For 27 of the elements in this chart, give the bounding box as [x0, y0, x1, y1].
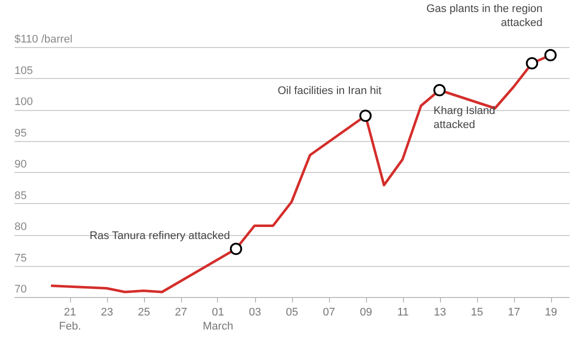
- annotation: Oil facilities in Iran hit: [278, 84, 382, 97]
- x-tick-label: 11: [397, 306, 409, 318]
- x-tick-label: 23: [100, 306, 114, 318]
- annotation: Ras Tanura refinery attacked: [90, 230, 230, 242]
- y-tick-label: 70: [14, 284, 27, 296]
- annotation: Gas plants in the region attacked: [426, 3, 542, 30]
- x-tick-label: 07: [322, 306, 336, 318]
- x-tick-label: 09: [360, 306, 372, 318]
- x-tick-label: 05: [286, 306, 298, 318]
- x-tick-label: 27: [174, 306, 188, 318]
- x-tick-label: 13: [434, 306, 446, 318]
- annotation: Kharg Island attacked: [434, 105, 496, 132]
- y-tick-label: 80: [14, 221, 27, 233]
- x-tick-label: 01 March: [202, 306, 234, 332]
- x-tick-label: 19: [544, 306, 558, 318]
- x-tick-label: 25: [138, 306, 150, 318]
- y-tick-label: $110 /barrel: [14, 34, 72, 46]
- y-tick-label: 100: [14, 96, 33, 108]
- x-tick-label: 03: [248, 306, 262, 318]
- y-tick-label: 90: [14, 158, 27, 170]
- x-tick-label: 21 Feb.: [58, 306, 82, 332]
- y-tick-label: 85: [14, 190, 27, 202]
- y-tick-label: 105: [14, 64, 33, 77]
- y-tick-label: 75: [14, 252, 27, 264]
- y-tick-label: 95: [14, 127, 27, 140]
- x-tick-label: 15: [470, 306, 484, 318]
- x-tick-label: 17: [508, 306, 520, 318]
